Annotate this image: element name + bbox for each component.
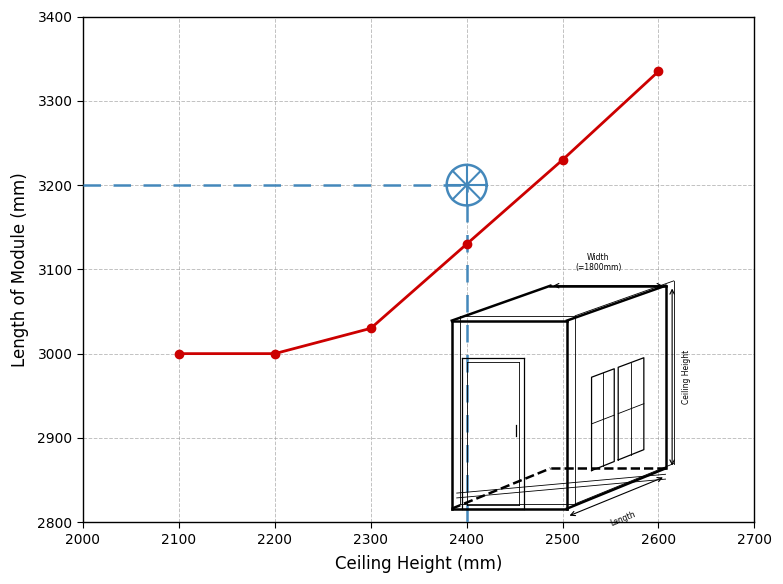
Text: Ceiling Height: Ceiling Height	[682, 350, 691, 404]
X-axis label: Ceiling Height (mm): Ceiling Height (mm)	[335, 555, 503, 573]
Text: Length: Length	[609, 510, 637, 529]
Y-axis label: Length of Module (mm): Length of Module (mm)	[11, 172, 29, 367]
Text: Width
(=1800mm): Width (=1800mm)	[575, 253, 622, 272]
